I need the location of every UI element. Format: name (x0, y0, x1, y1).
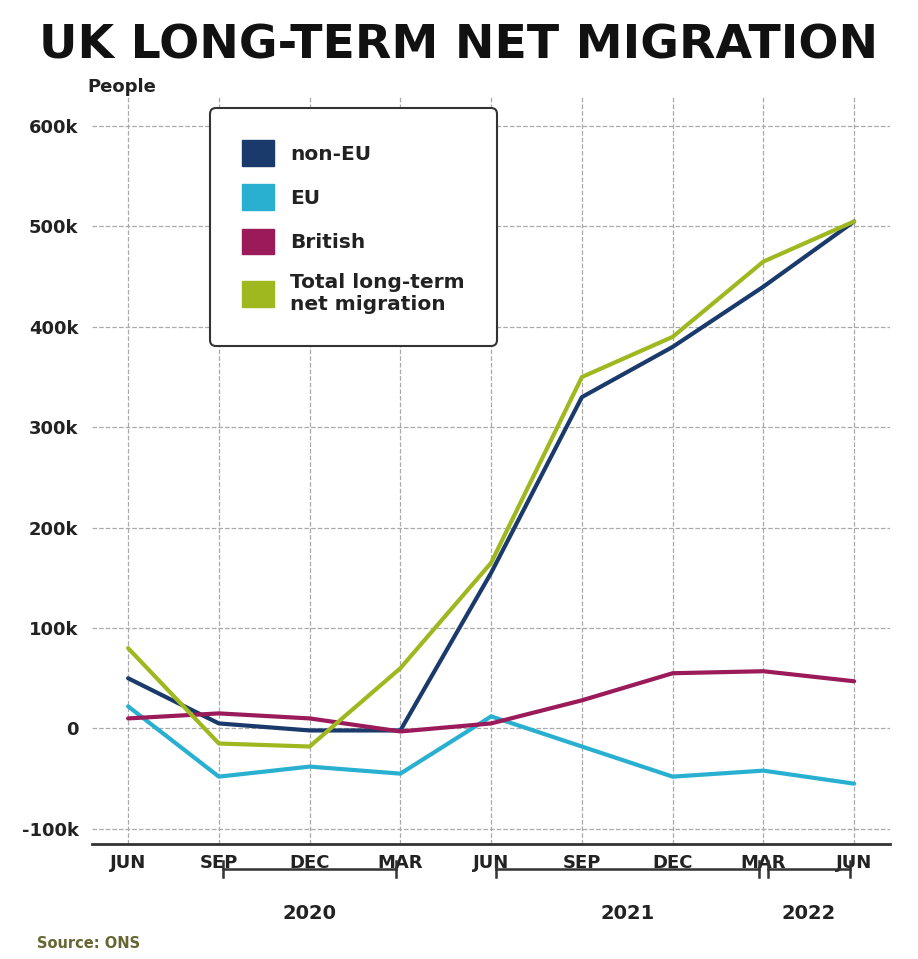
Legend: non-EU, EU, British, Total long-term
net migration: non-EU, EU, British, Total long-term net… (219, 118, 487, 336)
Text: 2021: 2021 (600, 904, 655, 924)
Text: 2022: 2022 (781, 904, 836, 924)
Text: Source: ONS: Source: ONS (37, 936, 140, 951)
Text: UK LONG-TERM NET MIGRATION: UK LONG-TERM NET MIGRATION (39, 24, 879, 69)
Text: 2020: 2020 (283, 904, 337, 924)
Text: People: People (87, 78, 156, 96)
